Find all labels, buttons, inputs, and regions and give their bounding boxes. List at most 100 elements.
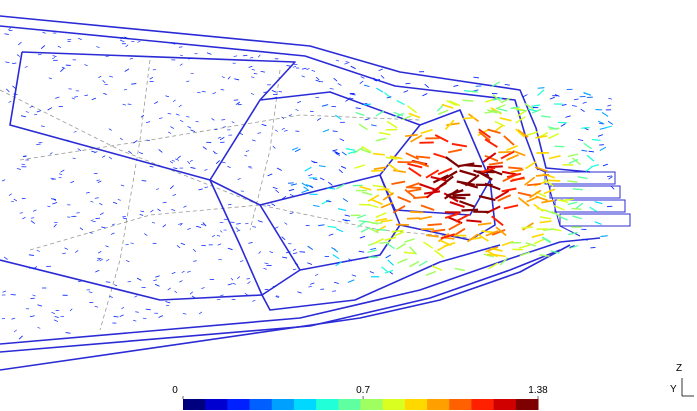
outlet-duct (545, 172, 615, 184)
vector-arrow (165, 302, 170, 303)
vector-arrow (290, 213, 294, 214)
vector-arrow (513, 151, 525, 156)
vector-arrow (426, 271, 436, 275)
vector-arrow (216, 160, 220, 163)
vector-arrow (66, 333, 71, 334)
vector-arrow (376, 111, 384, 116)
vector-arrow (55, 97, 59, 98)
vector-arrow (532, 234, 544, 237)
vector-arrow (479, 196, 495, 200)
vector-arrow (410, 212, 423, 213)
vector-arrow (37, 327, 40, 328)
vector-arrow (207, 53, 211, 55)
inner-panel (400, 180, 495, 240)
vector-arrow (300, 252, 306, 253)
vector-arrow (109, 76, 113, 77)
vector-arrow (2, 180, 5, 181)
vector-arrow (228, 77, 230, 80)
vector-arrow (97, 259, 100, 260)
vector-arrow (5, 62, 9, 63)
vector-arrow (360, 187, 372, 190)
vector-arrow (587, 155, 594, 161)
vector-arrow (173, 194, 176, 195)
vector-arrow (113, 202, 117, 203)
vector-arrow (14, 199, 17, 201)
vector-arrow (346, 149, 355, 151)
vector-arrow (144, 234, 147, 236)
vector-arrow (193, 249, 196, 252)
vector-arrow (228, 284, 232, 285)
vector-arrow (282, 128, 285, 129)
vector-arrow (103, 80, 106, 83)
vector-arrow (361, 228, 370, 232)
vector-arrow (408, 106, 417, 113)
vector-arrow (223, 127, 226, 128)
vector-arrow (125, 244, 128, 245)
vector-arrow (70, 181, 74, 182)
vector-arrow (17, 169, 21, 170)
vector-arrow (290, 194, 293, 195)
vector-arrow (38, 54, 42, 55)
colorbar-segment (205, 399, 228, 410)
vector-arrow (333, 248, 338, 252)
vector-arrow (483, 153, 495, 162)
vector-arrow (328, 182, 332, 185)
vector-arrow (360, 81, 363, 84)
vector-arrow (176, 114, 180, 115)
vector-arrow (548, 134, 558, 139)
viewport: 00.71.38 Z Y (0, 0, 697, 411)
vector-arrow (492, 216, 503, 225)
vector-arrow (572, 105, 577, 106)
vector-arrow (293, 249, 296, 251)
colorbar-segment (361, 399, 384, 410)
vector-arrow (397, 259, 407, 263)
vector-arrow (356, 108, 361, 109)
vector-arrow (179, 281, 182, 283)
vector-arrow (78, 148, 81, 150)
vector-arrow (155, 276, 159, 277)
vector-arrow (339, 169, 343, 172)
colorbar-segment (494, 399, 517, 410)
vector-arrow (313, 179, 317, 180)
vector-arrow (191, 130, 195, 132)
vector-arrow (540, 221, 552, 222)
vector-arrow (120, 138, 123, 140)
vector-arrow (304, 187, 310, 191)
vector-arrow (134, 296, 137, 298)
vector-arrow (308, 286, 311, 287)
vector-arrow (170, 185, 173, 188)
vector-arrow (271, 204, 275, 206)
vector-arrow (175, 159, 179, 161)
vector-arrow (163, 202, 167, 203)
vector-arrow (359, 251, 364, 252)
vector-arrow (174, 291, 176, 293)
vector-arrow (419, 184, 434, 189)
vector-arrow (120, 315, 124, 317)
vector-arrow (462, 100, 473, 101)
vector-arrow (518, 193, 532, 196)
vector-arrow (146, 122, 150, 123)
vector-arrow (520, 252, 530, 255)
vector-arrow (586, 166, 593, 171)
vector-arrow (252, 69, 255, 70)
vector-arrow (248, 242, 252, 243)
vector-arrow (338, 83, 342, 85)
vector-arrow (584, 93, 591, 95)
vector-arrow (75, 250, 78, 252)
vector-arrow (237, 276, 240, 278)
vector-arrow (576, 203, 583, 209)
vector-arrow (43, 32, 46, 33)
vector-arrow (308, 246, 313, 250)
colorbar-segment (449, 399, 472, 410)
vector-arrow (126, 45, 129, 47)
vector-arrow (240, 260, 243, 261)
vector-arrow (37, 250, 40, 251)
vector-arrow (386, 255, 391, 258)
vector-arrow (348, 280, 354, 283)
vector-arrow (96, 46, 99, 47)
vector-arrow (371, 170, 384, 171)
vector-arrow (51, 178, 54, 179)
vector-arrow (381, 203, 393, 208)
vector-arrow (202, 91, 206, 92)
vector-arrow (370, 248, 376, 249)
